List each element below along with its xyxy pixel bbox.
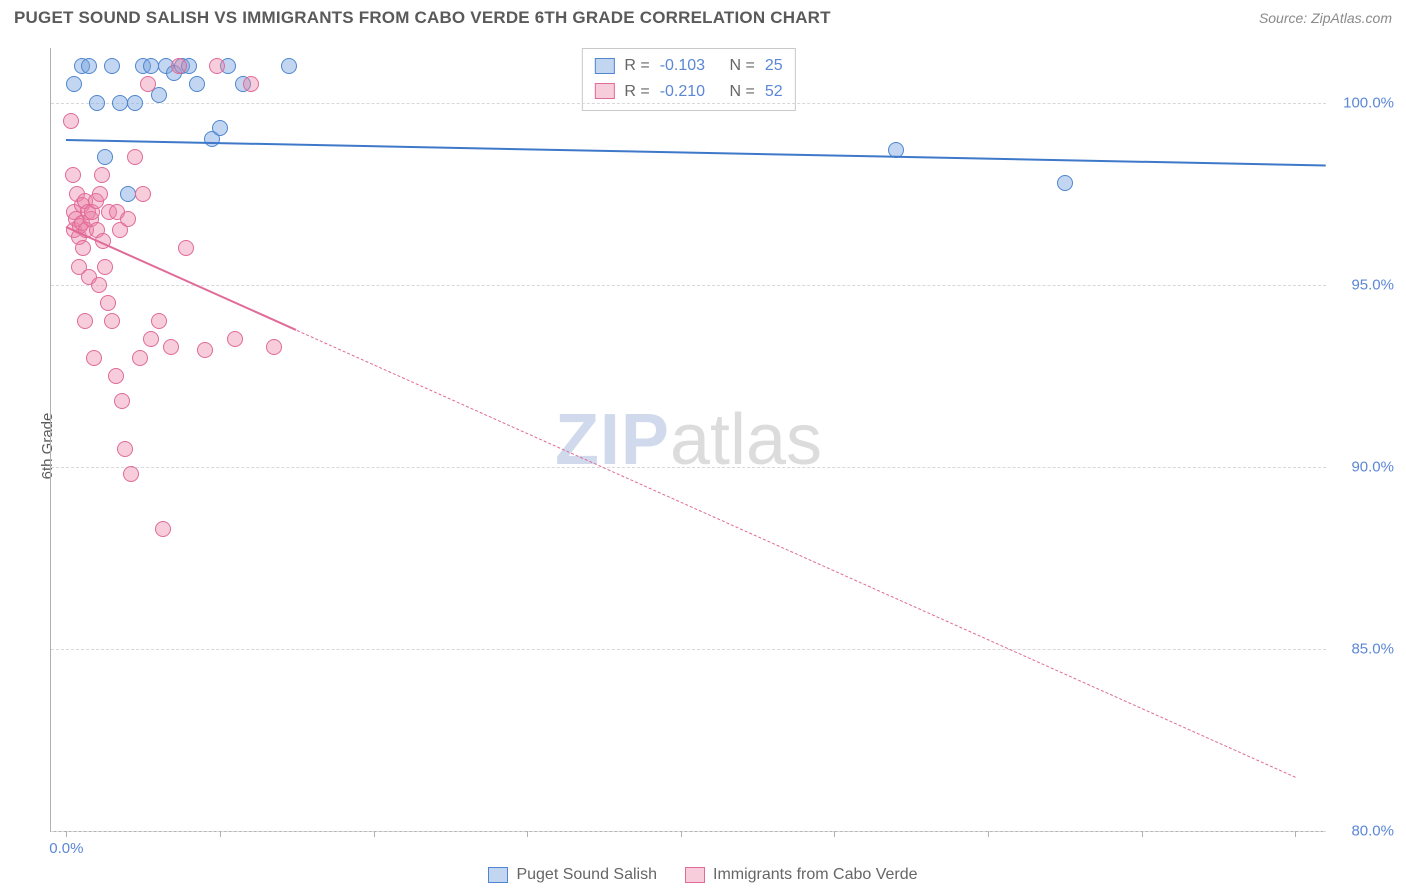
scatter-point	[266, 339, 282, 355]
legend-swatch	[685, 867, 705, 883]
n-value: 25	[765, 53, 783, 79]
legend-swatch	[488, 867, 508, 883]
n-value: 52	[765, 79, 783, 105]
x-tick	[220, 831, 221, 837]
scatter-point	[86, 350, 102, 366]
chart-source: Source: ZipAtlas.com	[1259, 10, 1392, 26]
y-tick-label: 100.0%	[1334, 94, 1394, 111]
legend-label: Immigrants from Cabo Verde	[713, 866, 918, 884]
x-tick	[66, 831, 67, 837]
gridline	[51, 649, 1326, 650]
scatter-point	[65, 167, 81, 183]
scatter-point	[104, 313, 120, 329]
scatter-point	[66, 76, 82, 92]
watermark: ZIPatlas	[555, 399, 822, 481]
gridline	[51, 831, 1326, 832]
scatter-point	[151, 313, 167, 329]
r-label: R =	[624, 79, 649, 105]
x-tick	[1295, 831, 1296, 837]
scatter-point	[171, 58, 187, 74]
y-tick-label: 80.0%	[1334, 823, 1394, 840]
scatter-point	[120, 186, 136, 202]
x-tick	[681, 831, 682, 837]
scatter-point	[281, 58, 297, 74]
scatter-point	[127, 149, 143, 165]
scatter-point	[117, 441, 133, 457]
y-tick-label: 95.0%	[1334, 276, 1394, 293]
scatter-point	[97, 259, 113, 275]
scatter-point	[112, 95, 128, 111]
x-tick	[988, 831, 989, 837]
n-label: N =	[730, 53, 755, 79]
scatter-point	[163, 339, 179, 355]
gridline	[51, 103, 1326, 104]
scatter-point	[123, 466, 139, 482]
x-tick	[374, 831, 375, 837]
x-tick-label: 0.0%	[49, 840, 83, 857]
r-value: -0.210	[660, 79, 705, 105]
stats-row: R = -0.103 N = 25	[594, 53, 782, 79]
trend-line	[66, 139, 1326, 166]
n-label: N =	[730, 79, 755, 105]
scatter-point	[135, 186, 151, 202]
scatter-point	[97, 149, 113, 165]
scatter-point	[91, 277, 107, 293]
scatter-point	[81, 58, 97, 74]
scatter-point	[100, 295, 116, 311]
chart-header: PUGET SOUND SALISH VS IMMIGRANTS FROM CA…	[0, 0, 1406, 34]
gridline	[51, 285, 1326, 286]
series-swatch	[594, 58, 614, 74]
scatter-point	[227, 331, 243, 347]
scatter-point	[197, 342, 213, 358]
scatter-point	[94, 167, 110, 183]
scatter-point	[63, 113, 79, 129]
scatter-point	[132, 350, 148, 366]
stats-row: R = -0.210 N = 52	[594, 79, 782, 105]
scatter-point	[1057, 175, 1073, 191]
scatter-point	[143, 58, 159, 74]
y-tick-label: 85.0%	[1334, 640, 1394, 657]
r-label: R =	[624, 53, 649, 79]
scatter-point	[120, 211, 136, 227]
scatter-point	[104, 58, 120, 74]
x-tick	[834, 831, 835, 837]
scatter-point	[114, 393, 130, 409]
scatter-point	[92, 186, 108, 202]
y-tick-label: 90.0%	[1334, 458, 1394, 475]
bottom-legend: Puget Sound Salish Immigrants from Cabo …	[0, 866, 1406, 884]
scatter-point	[143, 331, 159, 347]
scatter-point	[155, 521, 171, 537]
scatter-point	[140, 76, 156, 92]
trend-line	[297, 330, 1296, 778]
legend-item: Immigrants from Cabo Verde	[685, 866, 918, 884]
scatter-point	[108, 368, 124, 384]
scatter-point	[243, 76, 259, 92]
gridline	[51, 467, 1326, 468]
legend-item: Puget Sound Salish	[488, 866, 657, 884]
scatter-point	[77, 313, 93, 329]
r-value: -0.103	[660, 53, 705, 79]
scatter-point	[75, 240, 91, 256]
scatter-point	[209, 58, 225, 74]
scatter-point	[89, 95, 105, 111]
scatter-point	[178, 240, 194, 256]
chart-title: PUGET SOUND SALISH VS IMMIGRANTS FROM CA…	[14, 8, 831, 28]
chart-plot-area: ZIPatlas R = -0.103 N = 25 R = -0.210 N …	[50, 48, 1326, 832]
scatter-point	[189, 76, 205, 92]
legend-label: Puget Sound Salish	[516, 866, 657, 884]
scatter-point	[212, 120, 228, 136]
scatter-point	[127, 95, 143, 111]
series-swatch	[594, 83, 614, 99]
x-tick	[527, 831, 528, 837]
x-tick	[1142, 831, 1143, 837]
